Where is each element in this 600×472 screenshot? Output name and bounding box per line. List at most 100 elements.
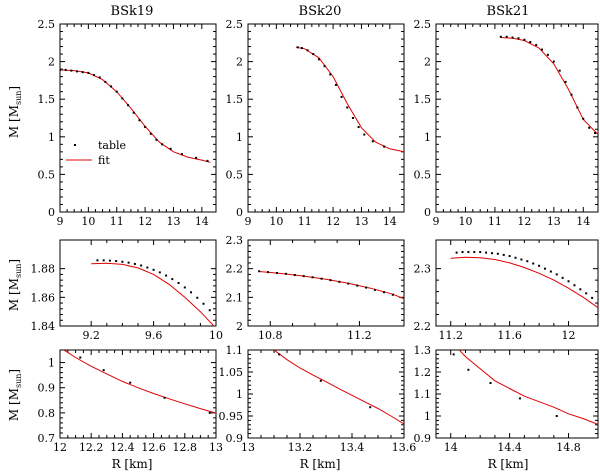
table-point bbox=[140, 264, 143, 267]
plot-frame bbox=[59, 239, 217, 327]
table-point bbox=[573, 284, 576, 287]
table-point bbox=[338, 280, 341, 283]
table-point bbox=[514, 256, 517, 259]
table-point bbox=[258, 270, 261, 273]
table-point bbox=[96, 259, 99, 262]
x-tick-label: 12 bbox=[53, 441, 67, 454]
plot-frame bbox=[247, 23, 405, 213]
table-point bbox=[195, 156, 198, 159]
legend: table fit bbox=[66, 139, 126, 167]
x-tick-label: 9 bbox=[57, 215, 64, 228]
data-layer bbox=[273, 350, 404, 425]
y-tick-label: 1 bbox=[48, 131, 55, 144]
table-point bbox=[76, 70, 79, 73]
table-point bbox=[505, 35, 508, 38]
y-tick-label: 0.5 bbox=[38, 168, 56, 181]
table-point bbox=[98, 76, 101, 79]
table-point bbox=[104, 80, 107, 83]
panel-bsk21-full: 9 10 11 12 13 14 0 0.5 1 1.5 2 2.5 bbox=[414, 18, 599, 228]
table-point bbox=[329, 279, 332, 282]
table-point bbox=[180, 153, 183, 156]
table-point bbox=[452, 353, 455, 356]
table-point bbox=[149, 132, 152, 135]
plot-frame bbox=[435, 349, 599, 439]
table-point bbox=[206, 159, 209, 162]
table-point bbox=[340, 95, 343, 98]
table-point bbox=[579, 288, 582, 291]
data-layer bbox=[499, 35, 598, 135]
y-tick-label: 1 bbox=[236, 131, 243, 144]
legend-point-marker bbox=[74, 144, 76, 146]
y-tick-label: 1.1 bbox=[414, 388, 432, 401]
x-tick-label: 13 bbox=[547, 215, 561, 228]
table-point bbox=[526, 260, 529, 263]
y-tick-label: 0.7 bbox=[38, 432, 56, 445]
y-tick-label: 1.84 bbox=[31, 320, 56, 333]
table-point bbox=[594, 132, 597, 135]
x-tick-label: 10 bbox=[209, 329, 223, 342]
table-point bbox=[374, 288, 377, 291]
table-point bbox=[183, 286, 186, 289]
y-tick-label: 1 bbox=[424, 131, 431, 144]
table-point bbox=[190, 291, 193, 294]
y-axis-title-row-3: M [Msun] bbox=[7, 369, 23, 421]
table-point bbox=[133, 262, 136, 265]
y-tick-label: 0.9 bbox=[226, 432, 244, 445]
x-tick-label: 12.2 bbox=[79, 441, 104, 454]
y-tick-label: 2 bbox=[236, 320, 243, 333]
legend-label-fit: fit bbox=[98, 154, 110, 167]
y-tick-label: 2 bbox=[236, 56, 243, 69]
y-tick-label: 1.86 bbox=[31, 291, 56, 304]
table-point bbox=[329, 73, 332, 76]
x-tick-label: 10.8 bbox=[258, 329, 283, 342]
table-point bbox=[490, 252, 493, 255]
table-point bbox=[588, 126, 591, 129]
panel-bsk19-full: 9 10 11 12 13 14 0 0.5 1 1.5 2 2.5 table fit bbox=[38, 18, 217, 228]
table-point bbox=[102, 259, 105, 262]
y-tick-label: 0 bbox=[48, 206, 55, 219]
y-tick-label: 2.5 bbox=[38, 18, 56, 31]
table-point bbox=[489, 382, 492, 384]
legend-label-table: table bbox=[98, 139, 126, 152]
table-point bbox=[311, 276, 314, 279]
table-point bbox=[555, 273, 558, 276]
table-point bbox=[365, 286, 368, 289]
table-point bbox=[371, 140, 374, 143]
plot-frame bbox=[247, 239, 405, 327]
table-point bbox=[138, 119, 141, 122]
table-point bbox=[538, 264, 541, 267]
x-tick-label: 11 bbox=[298, 215, 312, 228]
y-tick-label: 2.5 bbox=[414, 18, 432, 31]
x-tick-label: 13.4 bbox=[340, 441, 365, 454]
column-title-bsk20: BSk20 bbox=[299, 4, 342, 19]
fit-line bbox=[450, 256, 598, 309]
x-tick-label: 10 bbox=[269, 215, 283, 228]
fit-line bbox=[91, 262, 215, 326]
y-tick-label: 1.5 bbox=[414, 93, 432, 106]
table-point bbox=[132, 111, 135, 114]
table-point bbox=[158, 271, 161, 274]
fit-line bbox=[273, 350, 404, 425]
x-tick-label: 13.2 bbox=[288, 441, 313, 454]
table-point bbox=[479, 251, 482, 254]
x-axis-title-bsk19: R [km] bbox=[112, 457, 153, 471]
x-tick-label: 10 bbox=[81, 215, 95, 228]
y-tick-label: 1.5 bbox=[226, 93, 244, 106]
y-tick-label: 2.2 bbox=[226, 263, 244, 276]
table-point bbox=[517, 37, 520, 40]
x-tick-label: 14.8 bbox=[556, 441, 581, 454]
fit-line bbox=[500, 37, 598, 135]
table-point bbox=[543, 267, 546, 270]
table-point bbox=[87, 71, 90, 74]
data-layer bbox=[62, 350, 216, 414]
table-point bbox=[102, 369, 105, 372]
table-point bbox=[208, 309, 211, 312]
table-point bbox=[121, 260, 124, 263]
table-point bbox=[319, 379, 322, 382]
table-point bbox=[511, 36, 514, 39]
table-point bbox=[467, 368, 470, 371]
table-point bbox=[196, 296, 199, 299]
table-point bbox=[535, 44, 538, 47]
y-tick-label: 1.1 bbox=[226, 344, 244, 357]
y-tick-label: 1 bbox=[424, 410, 431, 423]
